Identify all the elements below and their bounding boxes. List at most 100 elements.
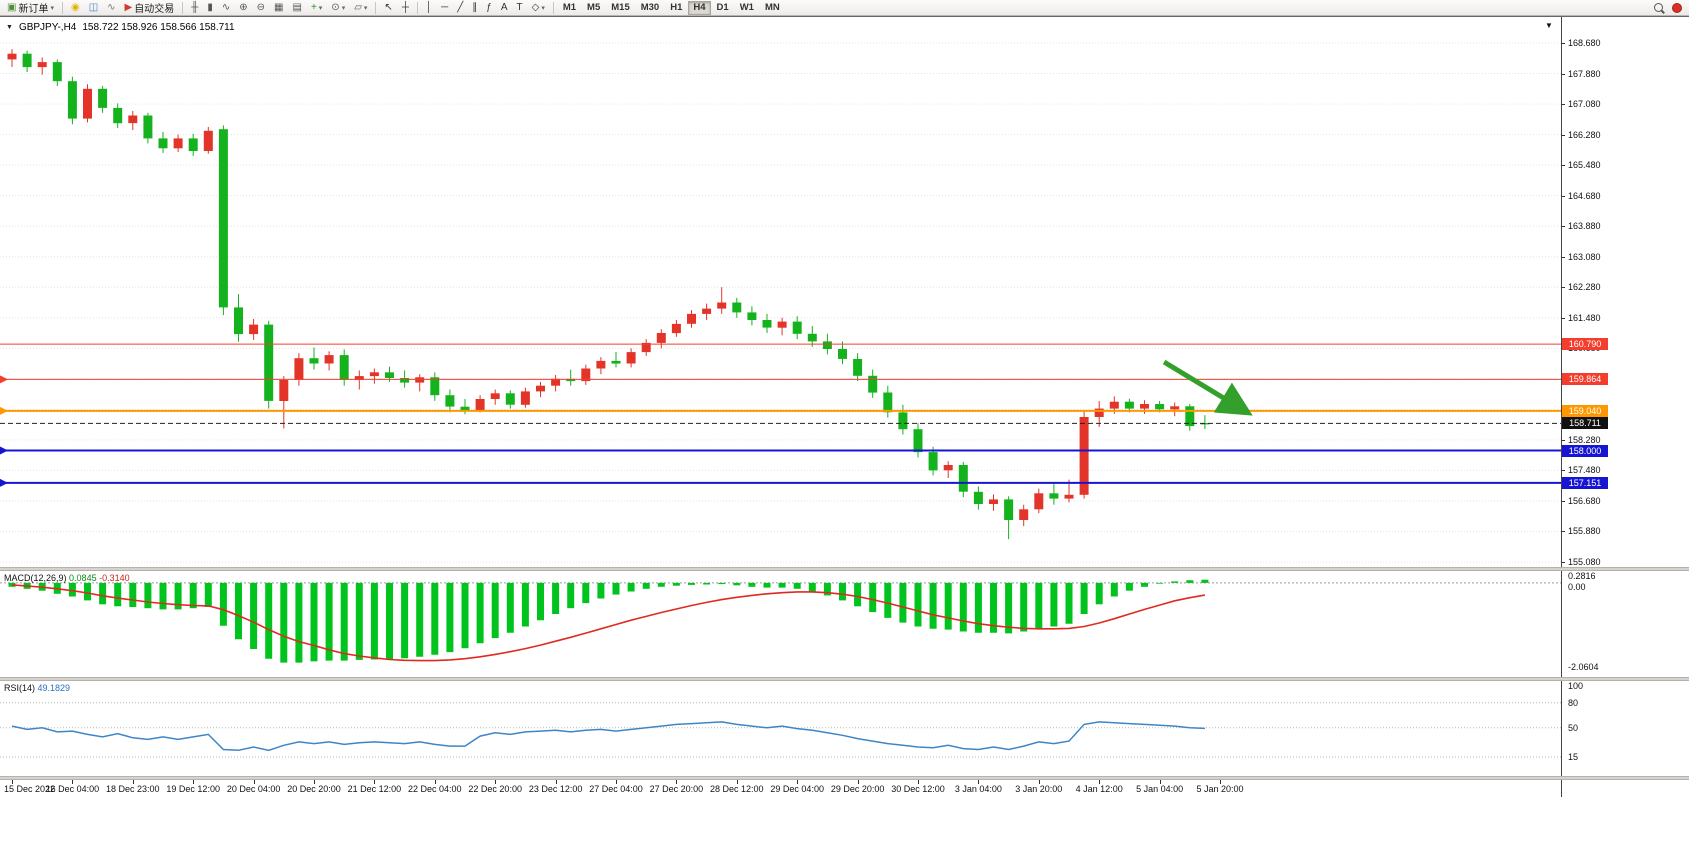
candle-body bbox=[203, 130, 213, 151]
templates-button[interactable]: ▱ ▾ bbox=[350, 1, 371, 15]
candle-body bbox=[762, 320, 772, 328]
vertical-line-button[interactable]: │ bbox=[422, 1, 436, 15]
text-button[interactable]: A bbox=[497, 1, 512, 15]
time-tick bbox=[253, 780, 255, 784]
candlestick-icon: ▮ bbox=[207, 1, 213, 13]
search-button[interactable] bbox=[1650, 1, 1667, 15]
trendline-button[interactable]: ╱ bbox=[453, 1, 467, 15]
rsi-panel[interactable]: RSI(14) 49.1829 bbox=[0, 681, 1561, 776]
bar-chart-button[interactable]: ╫ bbox=[187, 1, 202, 15]
panel-splitter-rsi[interactable] bbox=[0, 677, 1689, 681]
axis-tick bbox=[1562, 287, 1565, 289]
indicators-button[interactable]: + ▾ bbox=[307, 1, 326, 15]
toolbar: ▣ 新订单 ▾ ◉ ◫ ∿ ▶ 自动交易 ╫ ▮ ∿ ⊕ ⊖ ▦ ▤ + ▾ ⊙ ▾ ▱ ▾ ↖ ┼ │ ─ ╱ ∥ ƒ A T ◇ ▾ M1 M… bbox=[0, 0, 1689, 16]
shapes-button[interactable]: ◇ ▾ bbox=[528, 1, 549, 15]
timeframe-mn[interactable]: MN bbox=[760, 1, 785, 15]
candle-body bbox=[83, 88, 92, 119]
crosshair-icon: ┼ bbox=[401, 1, 409, 13]
zoom-in-button[interactable]: ⊕ bbox=[235, 1, 251, 15]
candlestick-button[interactable]: ▮ bbox=[203, 1, 217, 15]
timeframe-m30[interactable]: M30 bbox=[636, 1, 664, 15]
horizontal-line-button[interactable]: ─ bbox=[437, 1, 452, 15]
time-axis-label: 27 Dec 04:00 bbox=[589, 784, 643, 794]
time-tick bbox=[72, 780, 74, 784]
annotation-arrow[interactable] bbox=[1162, 359, 1253, 416]
candle-body bbox=[1170, 406, 1180, 410]
candle-body bbox=[792, 321, 802, 334]
axis-tick bbox=[1562, 531, 1565, 533]
price-axis-label: 163.080 bbox=[1568, 251, 1601, 262]
crosshair-button[interactable]: ┼ bbox=[398, 1, 413, 15]
toolbar-separator bbox=[375, 1, 377, 14]
fibonacci-icon: ƒ bbox=[486, 1, 492, 13]
price-badge-158.000: 158.000 bbox=[1562, 444, 1608, 457]
time-tick bbox=[1159, 780, 1161, 784]
ideas-button[interactable]: ◉ bbox=[67, 1, 84, 15]
time-tick bbox=[193, 780, 195, 784]
periods-button[interactable]: ⊙ ▾ bbox=[327, 1, 349, 15]
auto-trading-button[interactable]: ▶ 自动交易 bbox=[121, 1, 179, 15]
chart-window: ▼ GBPJPY-,H4 158.722 158.926 158.566 158… bbox=[0, 16, 1689, 798]
symbol-dropdown-icon[interactable]: ▼ bbox=[6, 24, 13, 31]
candle-body bbox=[158, 138, 168, 149]
axis-tick bbox=[1562, 317, 1565, 319]
time-tick bbox=[374, 780, 376, 784]
bottom-margin bbox=[0, 797, 1689, 858]
label-button[interactable]: T bbox=[513, 1, 527, 15]
main-chart-panel[interactable]: ▼ GBPJPY-,H4 158.722 158.926 158.566 158… bbox=[0, 17, 1561, 567]
price-badge-157.151: 157.151 bbox=[1562, 476, 1608, 489]
candle-body bbox=[67, 81, 77, 119]
cursor-button[interactable]: ↖ bbox=[380, 1, 396, 15]
time-tick bbox=[314, 780, 315, 784]
candle-body bbox=[415, 377, 425, 383]
community-button[interactable]: ◫ bbox=[85, 1, 102, 15]
macd-panel[interactable]: MACD(12,26,9) 0.0845 -0.3140 bbox=[0, 571, 1561, 677]
rsi-chart bbox=[0, 702, 1561, 758]
time-axis[interactable]: 15 Dec 2022 16 Dec 04:00 18 Dec 23:00 19 De… bbox=[0, 779, 1561, 798]
candle-body bbox=[883, 392, 893, 413]
candle-body bbox=[505, 393, 515, 405]
alert-status-button[interactable] bbox=[1668, 1, 1686, 15]
time-axis-label: 29 Dec 04:00 bbox=[770, 784, 824, 794]
new-order-button[interactable]: ▣ 新订单 ▾ bbox=[3, 1, 58, 15]
candlestick-chart[interactable] bbox=[0, 17, 1561, 567]
macd-signal-value: -0.3140 bbox=[99, 573, 130, 583]
timeframe-w1[interactable]: W1 bbox=[735, 1, 759, 15]
timeframe-h4[interactable]: H4 bbox=[688, 0, 711, 15]
zoom-out-button[interactable]: ⊖ bbox=[253, 1, 269, 15]
time-axis-label: 23 Dec 12:00 bbox=[528, 784, 583, 794]
time-axis-label: 3 Jan 20:00 bbox=[1015, 784, 1063, 794]
timeframe-m15[interactable]: M15 bbox=[606, 1, 634, 15]
candle-body bbox=[1124, 401, 1134, 409]
candle-body bbox=[113, 107, 123, 124]
panel-splitter-macd[interactable] bbox=[0, 567, 1689, 571]
timeframe-d1[interactable]: D1 bbox=[712, 1, 734, 15]
candle-body bbox=[430, 377, 440, 396]
candle-body bbox=[1049, 493, 1059, 499]
signals-button[interactable]: ∿ bbox=[103, 1, 119, 15]
line-chart-button[interactable]: ∿ bbox=[218, 1, 234, 15]
macd-chart bbox=[0, 579, 1561, 663]
price-axis-label: 165.480 bbox=[1568, 160, 1601, 171]
candle-body bbox=[460, 406, 470, 411]
time-tick bbox=[1099, 780, 1101, 784]
hline-marker bbox=[0, 375, 8, 384]
chart-shift-icon[interactable]: ▼ bbox=[1545, 21, 1553, 30]
axis-tick bbox=[1562, 439, 1565, 441]
price-axis[interactable]: 168.680 167.880 167.080 166.280 165.480 164.6… bbox=[1561, 17, 1689, 797]
fibonacci-button[interactable]: ƒ bbox=[482, 1, 496, 15]
rsi-name: RSI(14) bbox=[4, 683, 36, 693]
channel-button[interactable]: ∥ bbox=[468, 1, 481, 15]
timeframe-m1[interactable]: M1 bbox=[558, 1, 581, 15]
tile-windows-button[interactable]: ▦ bbox=[270, 1, 287, 15]
toolbar-separator bbox=[416, 1, 418, 14]
rsi-value: 49.1829 bbox=[37, 683, 71, 693]
timeframe-m5[interactable]: M5 bbox=[582, 1, 605, 15]
time-axis-label: 22 Dec 20:00 bbox=[468, 784, 522, 794]
timeframe-h1[interactable]: H1 bbox=[665, 1, 687, 15]
auto-arrange-button[interactable]: ▤ bbox=[288, 1, 305, 15]
candle-body bbox=[777, 321, 787, 328]
time-tick bbox=[918, 780, 919, 784]
panel-splitter-time[interactable] bbox=[0, 776, 1689, 780]
caret-down-icon: ▾ bbox=[363, 4, 368, 12]
